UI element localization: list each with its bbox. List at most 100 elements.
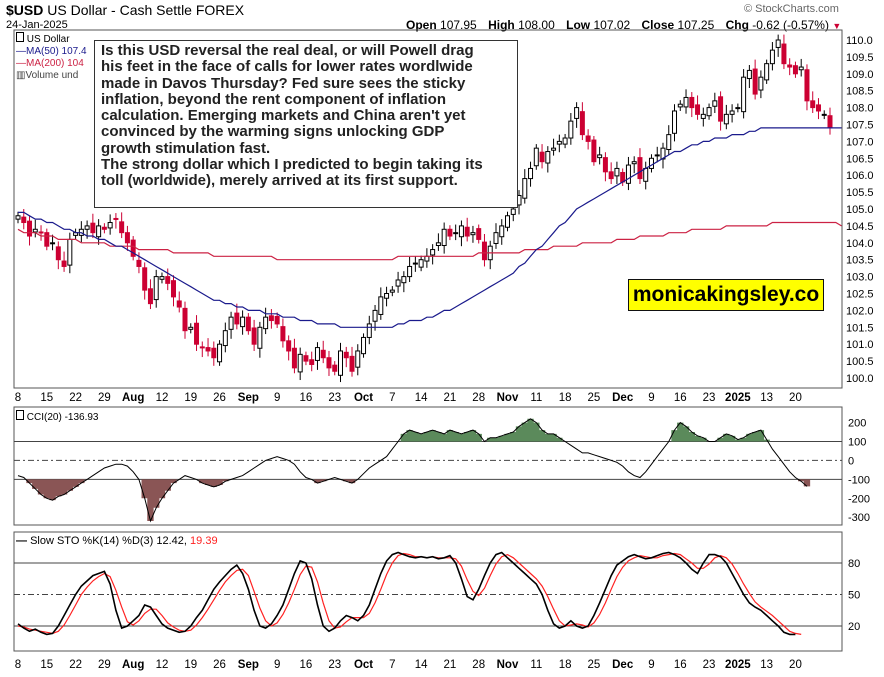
chart-symbol: $USD US Dollar - Cash Settle FOREX [6, 2, 245, 18]
x-tick-label: 25 [587, 659, 600, 671]
annotation-line: Is this USD reversal the real deal, or w… [101, 42, 474, 59]
candle-body [424, 255, 430, 262]
x-tick-label: Nov [497, 392, 519, 404]
candle-body [188, 326, 194, 330]
candle-body [136, 259, 142, 267]
candle-body [528, 167, 534, 180]
price-tick-label: 106.5 [846, 153, 874, 165]
candle-body [314, 347, 320, 361]
x-tick-label: Nov [497, 659, 519, 671]
candle-body [182, 307, 188, 332]
x-tick-label: 7 [389, 659, 395, 671]
candle-body [286, 340, 292, 352]
candle-body [217, 343, 223, 363]
candle-body [38, 231, 44, 234]
candle-body [815, 104, 821, 112]
x-tick-label: 9 [648, 659, 654, 671]
sto-tick-label: 80 [848, 558, 860, 570]
x-tick-label: 15 [40, 392, 53, 404]
x-tick-label: 11 [530, 659, 542, 671]
x-tick-label: 22 [69, 659, 82, 671]
candle-body [787, 64, 793, 68]
cci-tick-label: 0 [848, 455, 854, 467]
candle-body [493, 232, 499, 244]
brand-label: © StockCharts.com [744, 3, 839, 15]
x-tick-label: 20 [789, 659, 802, 671]
candle-body [700, 113, 706, 119]
candle-body [412, 262, 418, 265]
candle-body [643, 167, 649, 182]
candle-body [746, 69, 752, 80]
x-tick-label: 16 [674, 392, 687, 404]
x-tick-label: 13 [760, 659, 773, 671]
candle-body [775, 39, 781, 48]
x-tick-label: 21 [444, 392, 457, 404]
candle-body [240, 316, 246, 328]
candle-body [505, 215, 511, 228]
candle-body [683, 96, 689, 108]
x-tick-label: 2025 [725, 392, 751, 404]
candle-body [67, 238, 73, 266]
candle-body [349, 355, 355, 372]
candle-body [257, 326, 263, 349]
x-tick-label: 28 [472, 392, 485, 404]
candle-body [677, 103, 683, 108]
x-tick-label: Aug [122, 659, 144, 671]
candle-body [637, 157, 643, 180]
x-tick-label: 29 [98, 659, 111, 671]
candle-body [476, 228, 482, 240]
candle-body [234, 312, 240, 325]
candle-body [361, 336, 367, 355]
candle-body [608, 171, 614, 180]
x-tick-label: 16 [300, 659, 313, 671]
candle-body [211, 347, 217, 359]
cci-line [17, 418, 808, 523]
candle-body [706, 107, 712, 117]
cci-tick-label: -200 [848, 493, 870, 505]
annotation-line: inflation, beyond the rent component of … [101, 90, 446, 108]
candle-body [695, 104, 701, 115]
candle-body [222, 330, 228, 347]
candle-body [147, 288, 153, 305]
price-tick-label: 104.5 [846, 221, 874, 233]
candle-body [769, 49, 775, 65]
candle-body [821, 113, 827, 116]
x-tick-label: 16 [674, 659, 687, 671]
candle-body [631, 161, 637, 165]
ma50-line [18, 127, 842, 328]
candle-body [50, 242, 56, 245]
candle-body [378, 296, 384, 315]
x-tick-label: 19 [184, 659, 197, 671]
candle-body [130, 239, 136, 257]
x-tick-label: 16 [300, 392, 313, 404]
annotation-line: convinced by the warming signs unlocking… [101, 123, 445, 141]
candle-body [124, 232, 130, 244]
candle-body [55, 246, 61, 261]
series-icon [16, 32, 24, 42]
annotation-line: calculation. Emerging markets and China … [101, 107, 466, 125]
x-tick-label: 20 [789, 392, 802, 404]
price-tick-label: 107.5 [846, 120, 874, 132]
x-tick-label: 18 [559, 392, 572, 404]
candle-body [96, 225, 102, 238]
candle-body [384, 293, 390, 299]
promo-badge: monicakingsley.co [628, 279, 824, 311]
candle-body [366, 323, 372, 338]
price-tick-label: 104.0 [846, 238, 874, 250]
x-tick-label: 22 [69, 392, 82, 404]
candle-body [84, 225, 90, 230]
price-tick-label: 105.5 [846, 187, 874, 199]
candle-body [337, 350, 343, 376]
candle-body [401, 276, 407, 284]
price-tick-label: 100.0 [846, 373, 874, 385]
price-tick-label: 101.5 [846, 322, 874, 334]
candle-body [672, 110, 678, 134]
x-tick-label: 23 [328, 392, 341, 404]
candle-body [435, 242, 441, 247]
sto-d-line [17, 552, 802, 635]
candle-body [90, 222, 96, 234]
x-tick-label: Sep [238, 659, 259, 671]
price-tick-label: 110.0 [846, 35, 873, 47]
candle-body [602, 157, 608, 173]
